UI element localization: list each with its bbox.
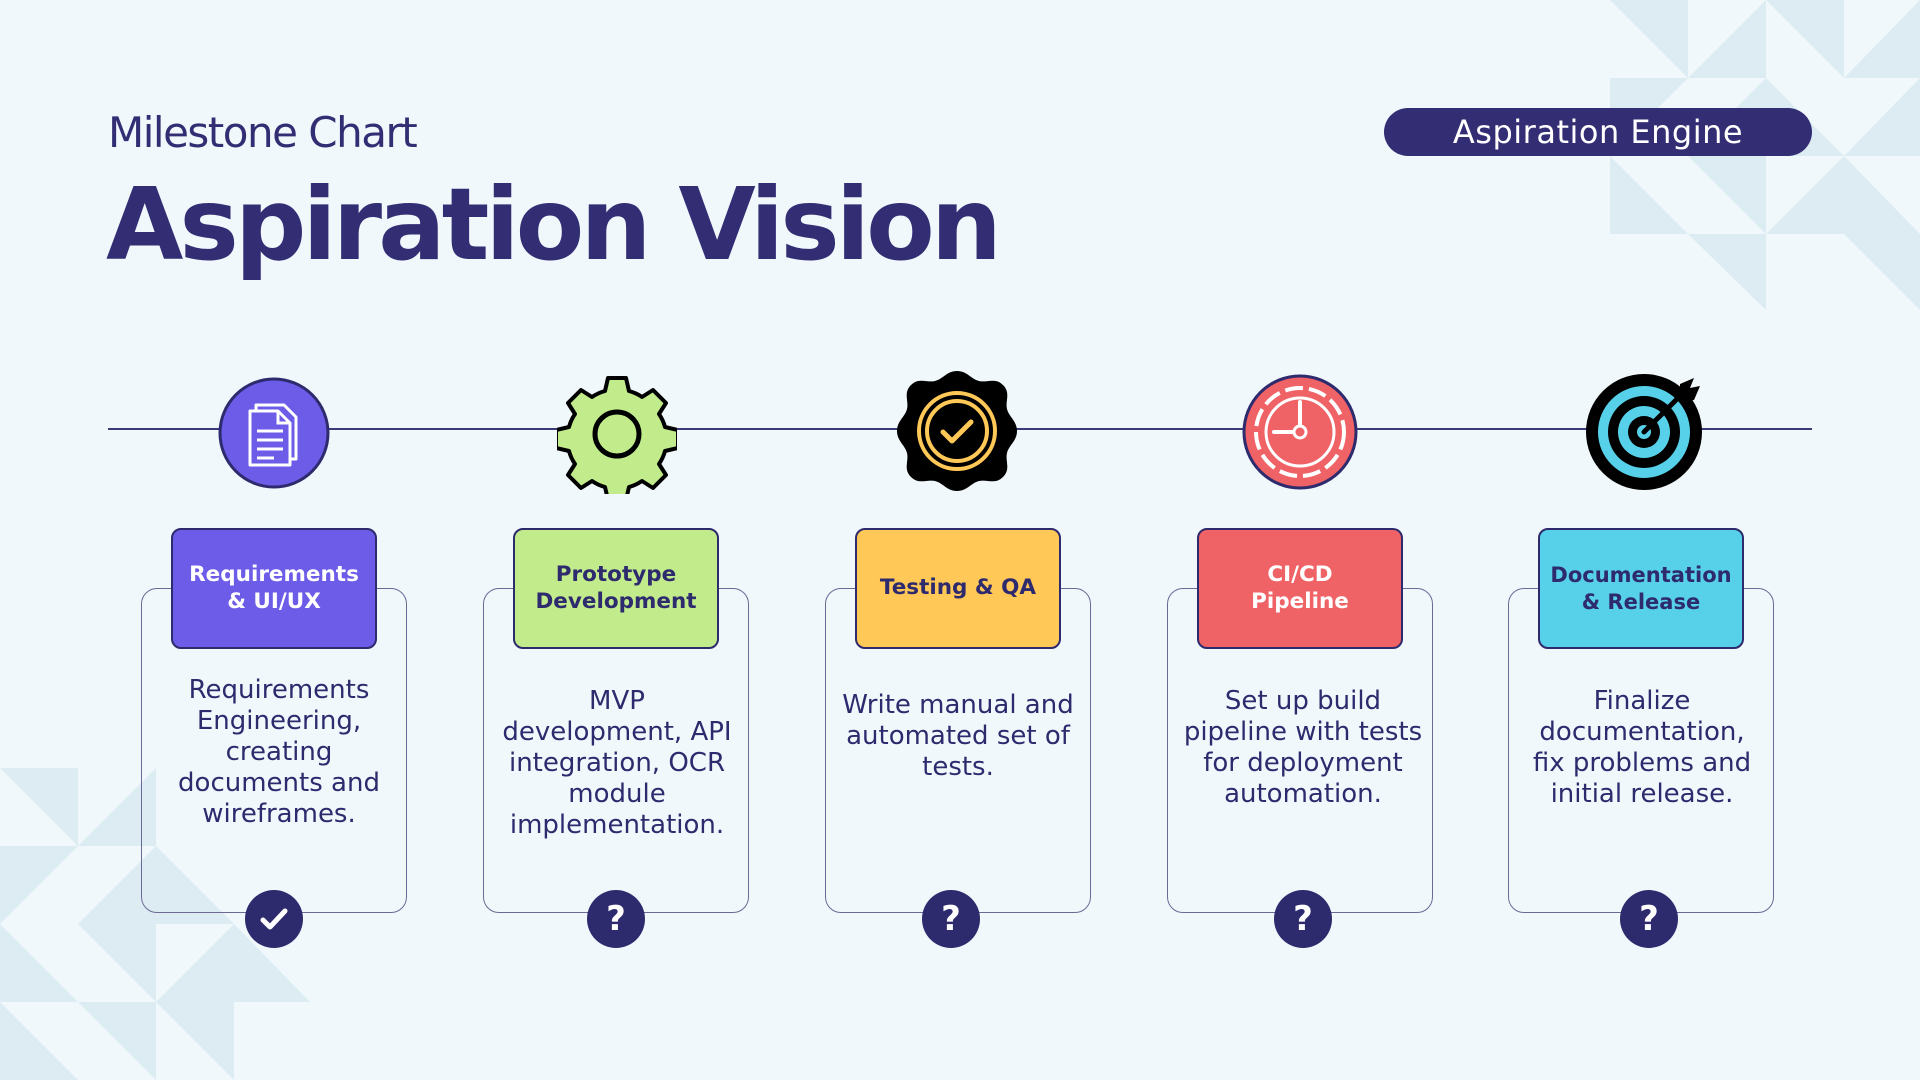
pending-question-icon: ? xyxy=(922,890,980,948)
target-icon xyxy=(1584,372,1704,492)
milestone-label: Testing & QA xyxy=(855,528,1061,649)
milestone-description: Requirements Engineering, creating docum… xyxy=(178,675,380,829)
milestone-description: Write manual and automated set of tests. xyxy=(842,690,1074,782)
subtitle: Milestone Chart xyxy=(108,108,418,157)
timer-icon xyxy=(1240,372,1360,492)
badge-check-icon xyxy=(897,371,1017,491)
milestone-label: Requirements & UI/UX xyxy=(171,528,377,649)
pending-question-icon: ? xyxy=(1620,890,1678,948)
gear-icon xyxy=(557,374,677,494)
milestone-description: MVP development, API integration, OCR mo… xyxy=(502,686,732,840)
page-title: Aspiration Vision xyxy=(106,166,1002,283)
decorative-pattern-bottom-left xyxy=(0,768,310,1080)
milestone-label: Documentation & Release xyxy=(1538,528,1744,649)
pending-question-icon: ? xyxy=(1274,890,1332,948)
decorative-pattern-top-right xyxy=(1610,0,1920,310)
milestone-label: Prototype Development xyxy=(513,528,719,649)
milestone-description: Set up build pipeline with tests for dep… xyxy=(1183,686,1423,809)
brand-badge: Aspiration Engine xyxy=(1384,108,1812,156)
milestone-label: CI/CD Pipeline xyxy=(1197,528,1403,649)
pending-question-icon: ? xyxy=(587,890,645,948)
document-icon xyxy=(214,369,334,489)
milestone-description: Finalize documentation, fix problems and… xyxy=(1532,686,1752,809)
completed-check-icon xyxy=(245,890,303,948)
